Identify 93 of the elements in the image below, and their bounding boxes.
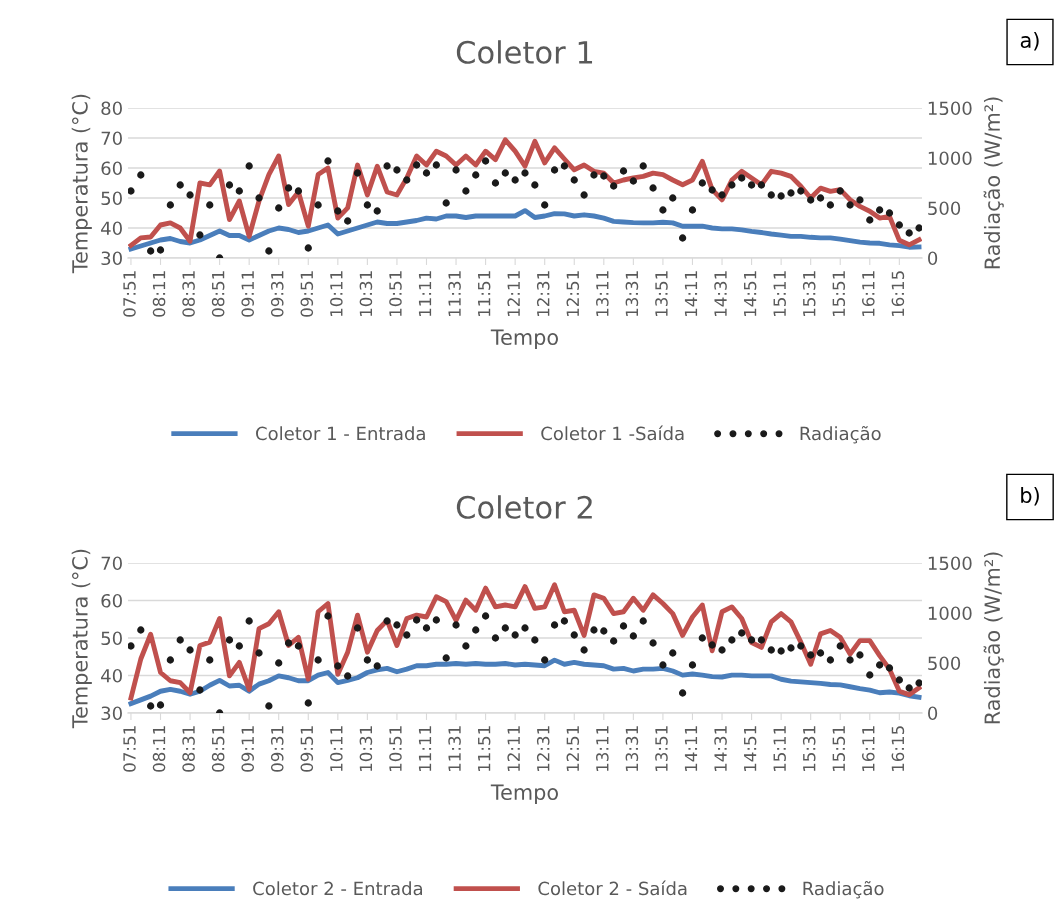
y-tick-label: 70 [101,131,122,146]
x-tick-label: 13:31 [625,271,639,317]
x-tick-label: 15:11 [773,271,786,317]
x-tick-label: 10:11 [330,726,343,772]
x-tick-label: 10:31 [359,726,373,772]
line-series [128,657,922,707]
x-tick-label: 10:11 [330,271,343,317]
y-tick-label: 30 [101,251,122,266]
x-tick-label: 16:15 [891,726,905,772]
y2-tick-label: 0 [928,251,938,266]
y-tick-label: 50 [101,191,122,206]
x-axis-title: Tempo [490,329,558,350]
x-tick-label: 09:31 [270,271,284,317]
x-tick-label: 08:51 [211,271,225,317]
x-tick-label: 15:31 [802,726,816,772]
x-tick-label: 13:31 [625,726,639,772]
y2-tick-label: 1000 [928,606,972,621]
y-tick-label: 80 [101,101,122,116]
y2-tick-label: 500 [928,201,961,216]
x-tick-label: 15:51 [832,726,846,772]
x-tick-label: 08:51 [211,726,225,772]
text: b) [1021,486,1039,506]
text: a) [1020,31,1039,51]
x-tick-label: 13:11 [596,726,609,772]
y-tick-label: 50 [101,631,122,646]
x-tick-label: 14:11 [684,726,698,772]
x-tick-label: 14:51 [744,271,757,317]
x-tick-label: 10:31 [359,271,373,317]
x-tick-label: 16:11 [862,726,875,772]
line-series [128,137,922,248]
chart-title: Coletor 2 [456,495,592,519]
x-tick-label: 11:31 [448,726,461,772]
x-tick-label: 07:51 [123,726,136,772]
x-tick-label: 16:15 [891,271,905,317]
x-tick-label: 09:51 [300,726,314,772]
x-tick-label: 09:51 [300,271,314,317]
x-tick-label: 14:31 [714,271,727,317]
x-tick-label: 13:51 [655,271,668,317]
y2-axis-title: Radiação (W/m²) [983,552,1004,724]
y-tick-label: 30 [101,706,122,721]
x-tick-label: 09:11 [241,271,254,317]
x-tick-label: 09:11 [241,726,254,772]
legend-label: Coletor 1 -Saída [541,425,684,441]
line-series [128,582,922,701]
x-tick-label: 10:51 [389,726,402,772]
x-tick-label: 15:11 [773,726,786,772]
legend-label: Radiação [803,880,884,899]
x-tick-label: 08:11 [152,726,166,772]
y-tick-label: 70 [101,556,122,571]
x-tick-label: 08:31 [182,726,195,772]
y-axis-title: Temperatura (°C) [71,549,92,729]
x-tick-label: 11:11 [418,726,432,772]
y2-axis-title: Radiação (W/m²) [983,97,1004,269]
legend-label: Coletor 2 - Saída [538,880,687,896]
y-tick-label: 40 [101,221,122,236]
y2-tick-label: 1000 [928,151,972,166]
x-tick-label: 12:51 [566,726,580,772]
x-tick-label: 12:31 [536,726,550,772]
x-tick-label: 11:51 [478,726,491,772]
x-axis-title: Tempo [490,784,558,805]
x-tick-label: 16:11 [862,271,875,317]
x-tick-label: 12:31 [536,271,550,317]
line-series [128,208,922,252]
x-tick-label: 12:51 [566,271,580,317]
y2-tick-label: 500 [928,656,961,671]
x-tick-label: 09:31 [270,726,284,772]
y-axis-title: Temperatura (°C) [71,94,92,274]
x-tick-label: 11:51 [478,271,491,317]
x-tick-label: 13:11 [596,271,609,317]
x-tick-label: 14:51 [744,726,757,772]
x-tick-label: 11:11 [418,271,432,317]
x-tick-label: 14:11 [684,271,698,317]
y2-tick-label: 1500 [928,101,972,116]
legend-label: Coletor 1 - Entrada [256,426,425,441]
x-tick-label: 13:51 [655,726,668,772]
x-tick-label: 07:51 [123,271,136,317]
x-tick-label: 08:11 [152,271,166,317]
y-tick-label: 60 [101,161,122,176]
x-tick-label: 08:31 [182,271,195,317]
y2-tick-label: 1500 [928,556,972,571]
legend-label: Coletor 2 - Entrada [253,881,422,896]
x-tick-label: 12:11 [507,726,520,772]
x-tick-label: 10:51 [389,271,402,317]
y-tick-label: 60 [101,593,122,608]
x-tick-label: 12:11 [507,271,520,317]
x-tick-label: 14:31 [714,726,727,772]
chart-title: Coletor 1 [456,40,593,64]
y2-tick-label: 0 [928,706,938,721]
legend-label: Radiação [800,425,881,444]
x-tick-label: 11:31 [448,271,461,317]
x-tick-label: 15:31 [802,271,816,317]
y-tick-label: 40 [101,668,122,683]
x-tick-label: 15:51 [832,271,846,317]
